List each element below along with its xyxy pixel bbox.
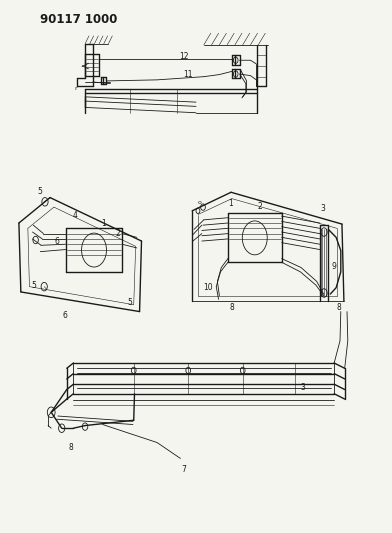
Text: 1: 1 [229, 199, 233, 208]
Text: 4: 4 [73, 211, 78, 220]
Text: 8: 8 [337, 303, 341, 312]
Text: 12: 12 [180, 52, 189, 61]
Text: 90117 1000: 90117 1000 [40, 13, 118, 26]
Text: 7: 7 [181, 465, 186, 473]
Text: 2: 2 [258, 201, 263, 211]
Text: 1: 1 [101, 219, 106, 228]
Text: 5: 5 [37, 187, 42, 196]
Text: 6: 6 [62, 311, 67, 320]
Text: r: r [74, 86, 77, 91]
Text: 11: 11 [183, 70, 193, 79]
Text: 3: 3 [301, 383, 305, 392]
Text: 8: 8 [229, 303, 234, 312]
Text: 6: 6 [54, 237, 59, 246]
Text: 3: 3 [320, 204, 325, 213]
Text: 8: 8 [68, 443, 73, 453]
Text: 10: 10 [203, 283, 213, 292]
Text: 9: 9 [332, 262, 337, 271]
Text: 5: 5 [127, 298, 132, 307]
Text: o: o [197, 200, 201, 205]
Text: 5: 5 [31, 280, 36, 289]
Text: 2: 2 [116, 229, 120, 238]
